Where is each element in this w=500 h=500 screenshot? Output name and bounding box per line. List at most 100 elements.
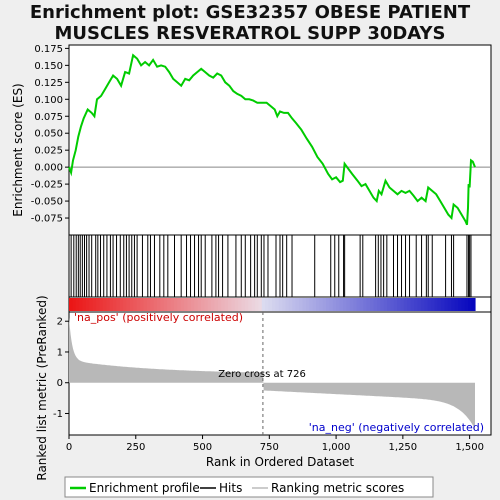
colorbar-segment [234,298,239,311]
colorbar-segment [414,298,419,311]
colorbar-segment [231,298,236,311]
metric-tick-label: 0 [57,378,63,389]
colorbar-segment [133,298,138,311]
colorbar-segment [119,298,124,311]
colorbar-segment [285,298,290,311]
es-tick-label: -0.075 [31,214,63,225]
colorbar-segment [238,298,243,311]
colorbar-segment [471,298,476,311]
colorbar-segment [261,298,266,311]
colorbar-segment [315,298,320,311]
colorbar-segment [451,298,456,311]
es-tick-label: 0.025 [34,146,63,157]
colorbar-segment [403,298,408,311]
colorbar-segment [278,298,283,311]
legend-metric-label: Ranking metric scores [271,481,404,495]
colorbar-segment [349,298,354,311]
colorbar-segment [312,298,317,311]
colorbar-segment [82,298,87,311]
colorbar-segment [126,298,131,311]
colorbar-segment [116,298,121,311]
metric-tick-label: 1 [57,347,63,358]
colorbar-segment [268,298,273,311]
colorbar-segment [79,298,84,311]
x-tick-label: 750 [260,442,279,453]
colorbar-segment [200,298,205,311]
colorbar-segment [150,298,155,311]
colorbar-segment [190,298,195,311]
colorbar-segment [140,298,145,311]
colorbar-segment [221,298,226,311]
colorbar-segment [160,298,165,311]
x-tick-label: 1,250 [389,442,418,453]
colorbar-segment [69,298,73,311]
colorbar-segment [346,298,351,311]
es-tick-label: 0.000 [34,163,63,174]
colorbar-segment [461,298,466,311]
colorbar-segment [129,298,134,311]
colorbar-segment [447,298,452,311]
es-tick-label: -0.025 [31,180,63,191]
colorbar-segment [275,298,280,311]
colorbar-segment [305,298,310,311]
es-tick-label: 0.050 [34,129,63,140]
colorbar-segment [194,298,199,311]
colorbar-segment [299,298,304,311]
colorbar-segment [343,298,348,311]
colorbar-segment [136,298,141,311]
colorbar-segment [89,298,94,311]
positive-label: 'na_pos' (positively correlated) [74,311,243,324]
colorbar-segment [468,298,473,311]
colorbar-segment [180,298,185,311]
legend-es-label: Enrichment profile [89,481,200,495]
colorbar-segment [288,298,293,311]
colorbar-segment [167,298,172,311]
colorbar-segment [248,298,253,311]
colorbar-segment [454,298,459,311]
colorbar-segment [366,298,371,311]
colorbar-segment [397,298,402,311]
colorbar-segment [353,298,358,311]
metric-tick-label: -1 [53,409,63,420]
colorbar-segment [336,298,341,311]
zero-cross-label: Zero cross at 726 [218,369,306,380]
colorbar-segment [224,298,229,311]
x-tick-label: 250 [126,442,145,453]
colorbar-segment [339,298,344,311]
colorbar-segment [204,298,209,311]
colorbar-segment [437,298,442,311]
colorbar-segment [376,298,381,311]
colorbar-segment [329,298,334,311]
es-tick-label: 0.150 [34,61,63,72]
metric-tick-label: 2 [57,317,63,328]
colorbar-segment [319,298,324,311]
colorbar-segment [207,298,212,311]
metric-axis-label: Ranked list metric (PreRanked) [35,295,49,480]
es-tick-label: 0.175 [34,44,63,55]
metric-positive-area [69,317,263,383]
colorbar-segment [197,298,202,311]
colorbar-segment [390,298,395,311]
colorbar-segment [153,298,158,311]
colorbar-segment [322,298,327,311]
colorbar-segment [441,298,446,311]
colorbar-segment [434,298,439,311]
es-tick-label: -0.050 [31,197,63,208]
colorbar-segment [228,298,232,311]
colorbar-segment [217,298,222,311]
colorbar-segment [410,298,415,311]
es-tick-label: 0.100 [34,95,63,106]
colorbar-segment [356,298,361,311]
x-tick-label: 1,500 [455,442,484,453]
colorbar-segment [255,298,260,311]
colorbar-segment [258,298,263,311]
colorbar-segment [187,298,192,311]
x-tick-label: 0 [66,442,72,453]
colorbar-segment [363,298,368,311]
colorbar-segment [251,298,256,311]
colorbar-segment [407,298,412,311]
colorbar-segment [72,298,77,311]
colorbar-segment [370,298,375,311]
colorbar-segment [458,298,463,311]
